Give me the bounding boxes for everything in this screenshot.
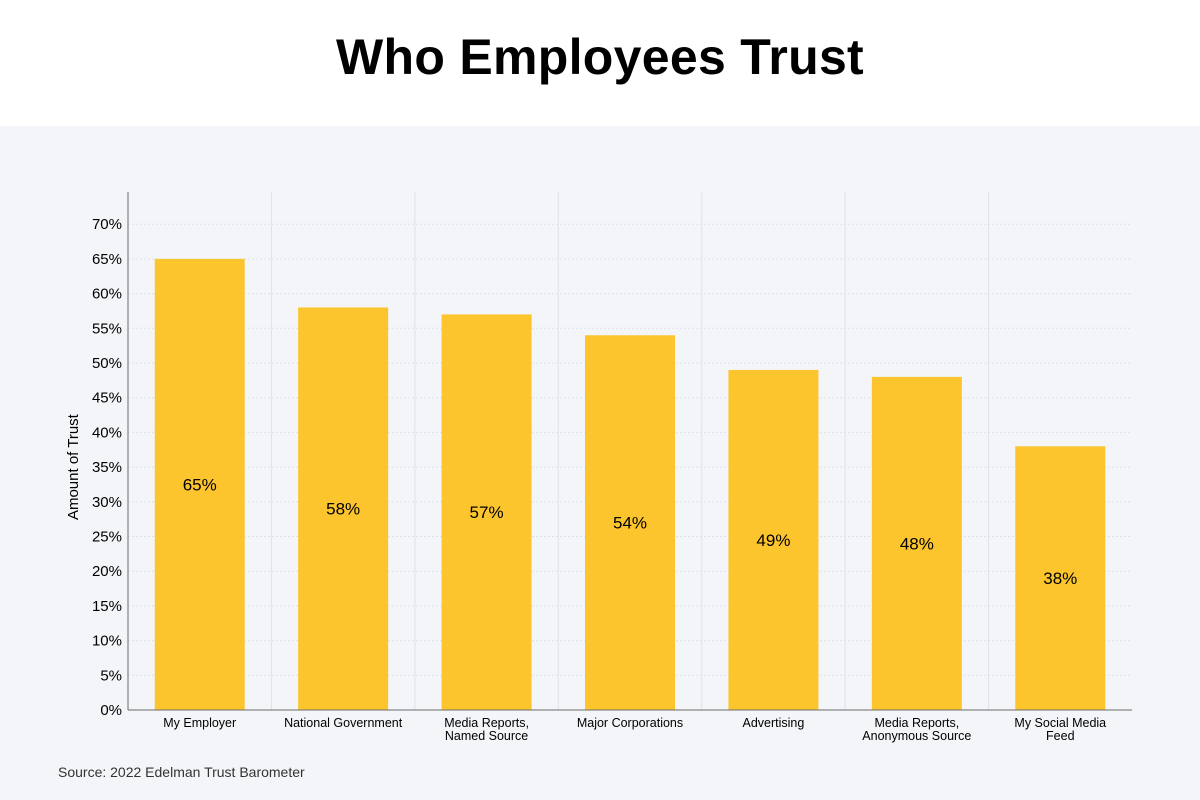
bar [585,335,675,710]
bar [154,258,245,710]
bar-value-label: 58% [326,500,360,519]
x-tick-label: Advertising [743,716,805,730]
x-tick-label-line: Advertising [743,716,805,730]
y-tick-label: 55% [92,320,122,337]
bar-value-label: 57% [470,503,504,522]
x-tick-label-line: My Social Media [1014,716,1106,730]
bar-value-label: 54% [613,514,647,533]
bar [871,376,962,710]
y-tick-label: 25% [92,529,122,546]
x-tick-label: My Employer [163,716,236,730]
x-tick-label: National Government [284,716,403,730]
y-tick-label: 50% [92,355,122,372]
chart-title: Who Employees Trust [335,29,864,85]
x-tick-label: My Social Media Feed [1014,716,1106,743]
bar [298,307,389,710]
y-tick-label: 40% [92,424,122,441]
x-tick-label: Media Reports, Named Source [444,716,529,743]
bar-value-label: 49% [756,531,790,550]
bar [441,314,532,710]
x-tick-label-line: Named Source [445,729,528,743]
y-tick-label: 60% [92,286,122,303]
x-tick-label-line: Media Reports, [874,716,959,730]
y-tick-label: 10% [92,633,122,650]
y-tick-label: 45% [92,390,122,407]
x-tick-label-line: Feed [1046,729,1075,743]
bar [1015,446,1106,710]
x-tick-label: Major Corporations [577,716,683,730]
bar-value-label: 65% [183,475,217,494]
x-tick-label: Media Reports, Anonymous Source [862,716,971,743]
x-tick-label-line: My Employer [163,716,236,730]
y-axis-title: Amount of Trust [65,413,82,520]
y-tick-label: 65% [92,251,122,268]
y-tick-label: 20% [92,563,122,580]
y-tick-label: 70% [92,216,122,233]
y-tick-label: 30% [92,494,122,511]
y-tick-label: 0% [100,702,122,719]
source-note: Source: 2022 Edelman Trust Barometer [58,764,305,780]
y-tick-label: 5% [100,667,122,684]
bar-value-label: 38% [1043,569,1077,588]
x-tick-label-line: Media Reports, [444,716,529,730]
x-tick-label-line: National Government [284,716,403,730]
y-tick-label: 35% [92,459,122,476]
bar-value-label: 48% [900,534,934,553]
bar [728,369,819,710]
header: Who Employees Trust [0,0,1200,126]
x-tick-label-line: Major Corporations [577,716,683,730]
x-tick-label-line: Anonymous Source [862,729,971,743]
y-tick-label: 15% [92,598,122,615]
